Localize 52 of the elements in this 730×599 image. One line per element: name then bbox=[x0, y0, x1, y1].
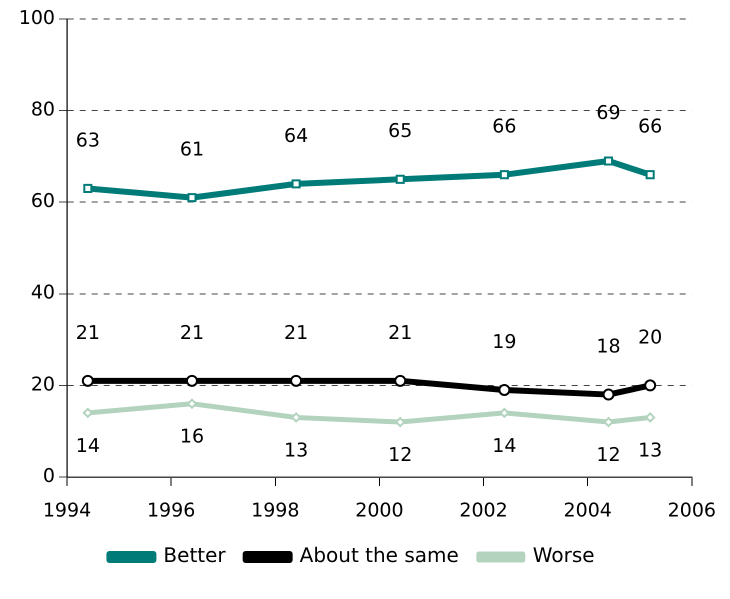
data-label: 63 bbox=[76, 129, 100, 152]
point bbox=[186, 374, 198, 387]
data-label: 14 bbox=[492, 434, 516, 457]
data-label: 13 bbox=[284, 439, 308, 462]
x-tick-label: 2000 bbox=[355, 499, 404, 522]
point bbox=[290, 374, 302, 387]
y-tick-label: 20 bbox=[30, 373, 55, 396]
data-label: 66 bbox=[638, 116, 662, 138]
data-label: 61 bbox=[180, 138, 204, 161]
y-tick-label: 60 bbox=[30, 190, 55, 212]
legend-label: About the same bbox=[300, 543, 459, 568]
y-tick-label: 40 bbox=[30, 282, 55, 304]
x-tick-label: 2004 bbox=[564, 499, 612, 522]
point bbox=[646, 170, 655, 180]
point bbox=[498, 384, 510, 396]
point bbox=[394, 374, 406, 387]
legend-label: Better bbox=[163, 543, 226, 568]
data-label: 18 bbox=[596, 335, 621, 358]
point bbox=[292, 179, 301, 188]
data-label: 66 bbox=[492, 116, 516, 138]
data-label: 21 bbox=[284, 322, 308, 344]
y-tick-label: 80 bbox=[30, 98, 55, 121]
data-label: 21 bbox=[76, 322, 100, 344]
point bbox=[83, 184, 92, 193]
x-tick-label: 1998 bbox=[251, 499, 300, 522]
data-label: 20 bbox=[638, 326, 662, 348]
point bbox=[396, 174, 405, 184]
data-label: 65 bbox=[388, 120, 412, 142]
point bbox=[604, 156, 614, 166]
data-label: 21 bbox=[180, 322, 204, 344]
data-label: 64 bbox=[284, 124, 308, 147]
x-tick-label: 1996 bbox=[146, 499, 196, 522]
point bbox=[187, 193, 196, 202]
point bbox=[645, 412, 656, 422]
x-tick-label: 2006 bbox=[668, 499, 716, 522]
legend-label: Worse bbox=[532, 543, 595, 568]
y-tick-label: 100 bbox=[18, 6, 55, 29]
data-label: 12 bbox=[596, 444, 621, 466]
data-label: 69 bbox=[596, 102, 621, 124]
data-label: 14 bbox=[76, 434, 100, 457]
point bbox=[602, 388, 615, 401]
point bbox=[644, 379, 656, 392]
y-tick-label: 0 bbox=[42, 464, 55, 487]
data-label: 12 bbox=[388, 444, 412, 466]
data-label: 13 bbox=[638, 439, 662, 462]
data-label: 21 bbox=[388, 322, 412, 344]
point bbox=[82, 374, 94, 387]
x-tick-label: 1994 bbox=[42, 499, 92, 522]
point bbox=[500, 170, 509, 180]
x-tick-label: 2002 bbox=[459, 499, 508, 522]
data-label: 19 bbox=[492, 330, 516, 353]
data-label: 16 bbox=[180, 426, 204, 448]
